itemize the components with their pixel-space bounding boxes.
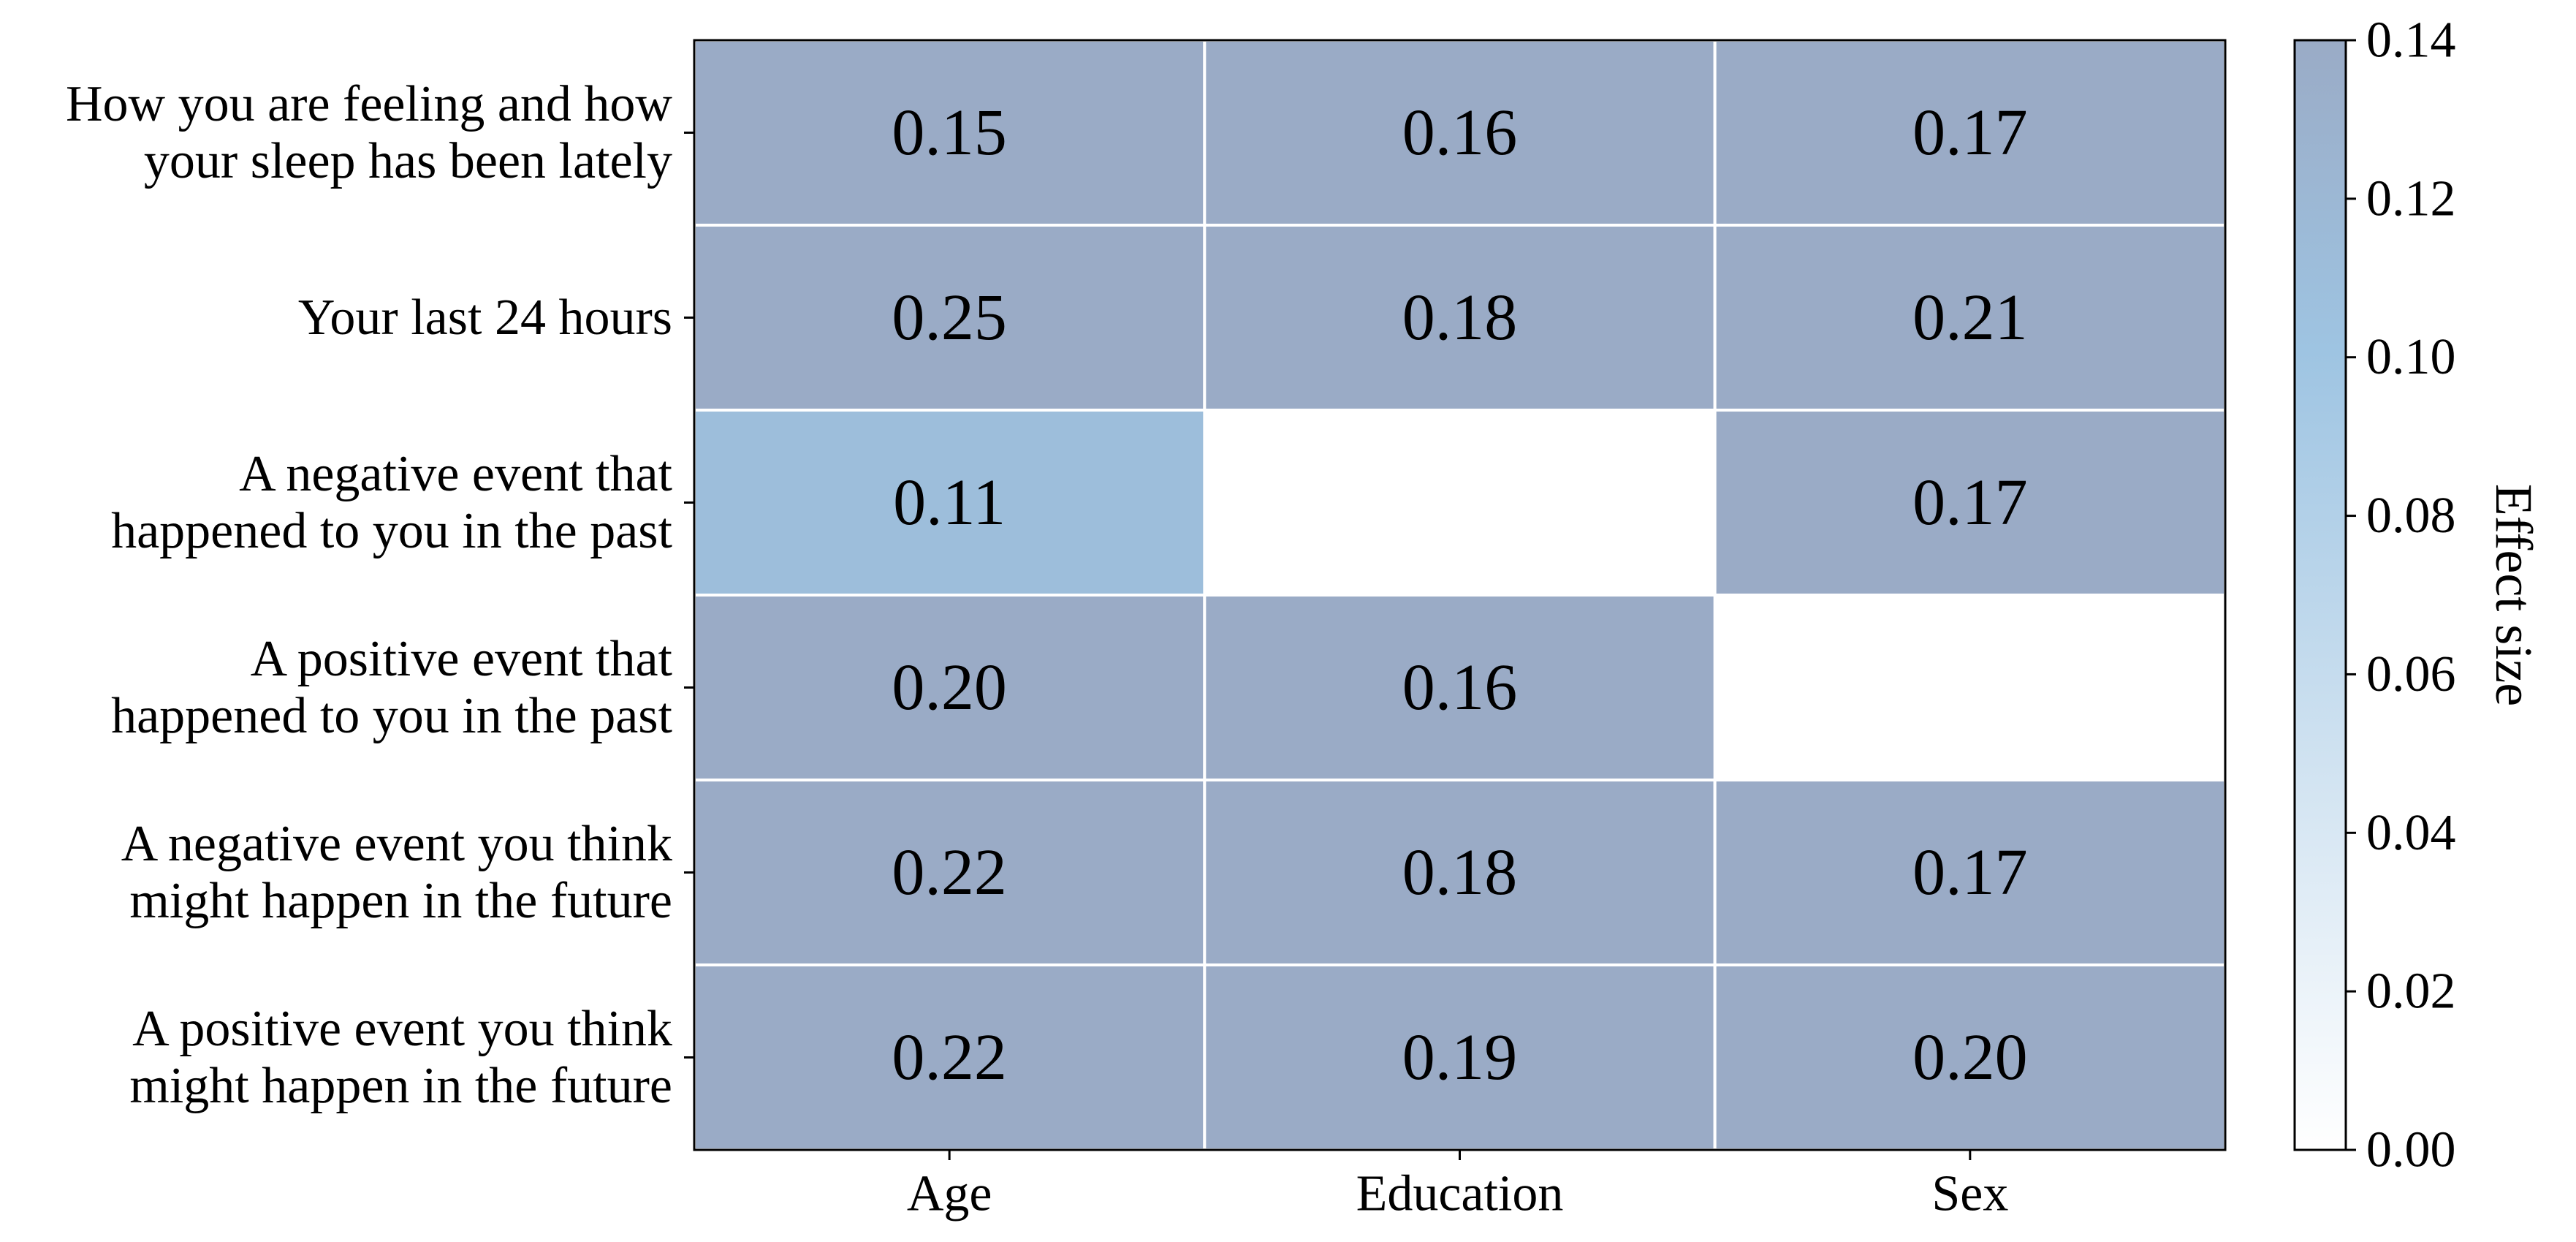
cell-value-label: 0.18 (1402, 281, 1518, 354)
colorbar-tick-label: 0.12 (2366, 170, 2456, 227)
colorbar-tick-label: 0.00 (2366, 1122, 2456, 1178)
heatmap-cell (1714, 595, 2225, 780)
cell-value-label: 0.17 (1912, 466, 2028, 539)
colorbar-tick-label: 0.10 (2366, 329, 2456, 385)
y-tick-label: A negative event that happened to you in … (111, 446, 672, 559)
colorbar-tick-label: 0.06 (2366, 646, 2456, 703)
colorbar-tick-label: 0.02 (2366, 963, 2456, 1020)
x-tick-label: Sex (1931, 1166, 2008, 1222)
colorbar-gradient (2293, 39, 2347, 1151)
heatmap-cell (1203, 963, 1717, 1151)
heatmap-cell (693, 39, 1207, 227)
heatmap-cell-labels: 0.15 0.16 0.17 0.25 0.18 0.21 0.11 0.17 0.20 0.16… (892, 96, 2027, 1094)
y-tick-label: How you are feeling and how your sleep ha… (66, 76, 672, 189)
y-tick-label: Your last 24 hours (298, 289, 672, 346)
cell-value-label: 0.11 (893, 466, 1006, 539)
heatmap-cells (693, 39, 2227, 1151)
heatmap-cell (1203, 39, 1717, 227)
cell-value-label: 0.20 (1912, 1021, 2028, 1094)
colorbar-tick-label: 0.08 (2366, 488, 2456, 544)
colorbar-ticks: 0.00 0.02 0.04 0.06 0.08 0.10 0.12 0.14 (2346, 12, 2456, 1178)
cell-value-label: 0.18 (1402, 836, 1518, 909)
heatmap-cell (1204, 410, 1715, 595)
heatmap-cell (1713, 224, 2227, 412)
cell-value-label: 0.21 (1912, 281, 2028, 354)
heatmap-cell (693, 224, 1207, 412)
cell-value-label: 0.20 (892, 651, 1007, 724)
x-axis: Age Education Sex (907, 1150, 2008, 1222)
heatmap-cell (1203, 594, 1717, 781)
y-tick-label: A positive event that happened to you in … (111, 631, 672, 744)
cell-value-label: 0.15 (892, 96, 1007, 169)
colorbar-tick-label: 0.04 (2366, 805, 2456, 861)
cell-value-label: 0.16 (1402, 96, 1518, 169)
cell-value-label: 0.22 (892, 836, 1007, 909)
x-tick-label: Age (907, 1166, 992, 1222)
cell-value-label: 0.17 (1912, 836, 2028, 909)
y-tick-label: A negative event you think might happen i… (121, 816, 672, 929)
cell-value-label: 0.25 (892, 281, 1007, 354)
cell-value-label: 0.19 (1402, 1021, 1518, 1094)
y-axis: How you are feeling and how your sleep ha… (66, 76, 694, 1114)
heatmap-cell (693, 963, 1207, 1151)
colorbar: 0.00 0.02 0.04 0.06 0.08 0.10 0.12 0.14 Effect … (2293, 12, 2543, 1178)
colorbar-tick-label: 0.14 (2366, 12, 2456, 69)
heatmap-cell (1713, 409, 2227, 597)
cell-value-label: 0.22 (892, 1021, 1007, 1094)
heatmap-cell (1203, 224, 1717, 412)
cell-value-label: 0.16 (1402, 651, 1518, 724)
colorbar-label: Effect size (2485, 484, 2543, 707)
x-tick-label: Education (1356, 1166, 1564, 1222)
cell-value-label: 0.17 (1912, 96, 2028, 169)
heatmap-cell (1713, 963, 2227, 1151)
y-tick-label: A positive event you think might happen i… (129, 1001, 672, 1114)
heatmap-cell (1713, 779, 2227, 966)
heatmap-cell (1203, 779, 1717, 966)
